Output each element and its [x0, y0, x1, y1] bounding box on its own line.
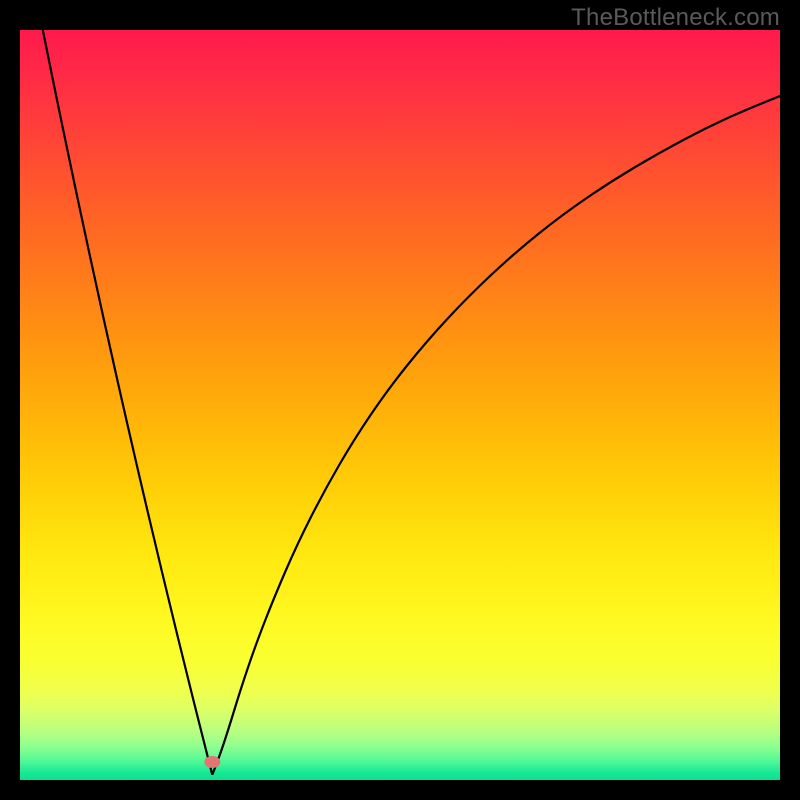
gradient-background — [20, 30, 780, 780]
chart-frame: TheBottleneck.com — [0, 0, 800, 800]
watermark-text: TheBottleneck.com — [571, 4, 780, 32]
valley-marker — [204, 756, 220, 768]
plot-area — [20, 30, 780, 780]
plot-svg — [20, 30, 780, 780]
